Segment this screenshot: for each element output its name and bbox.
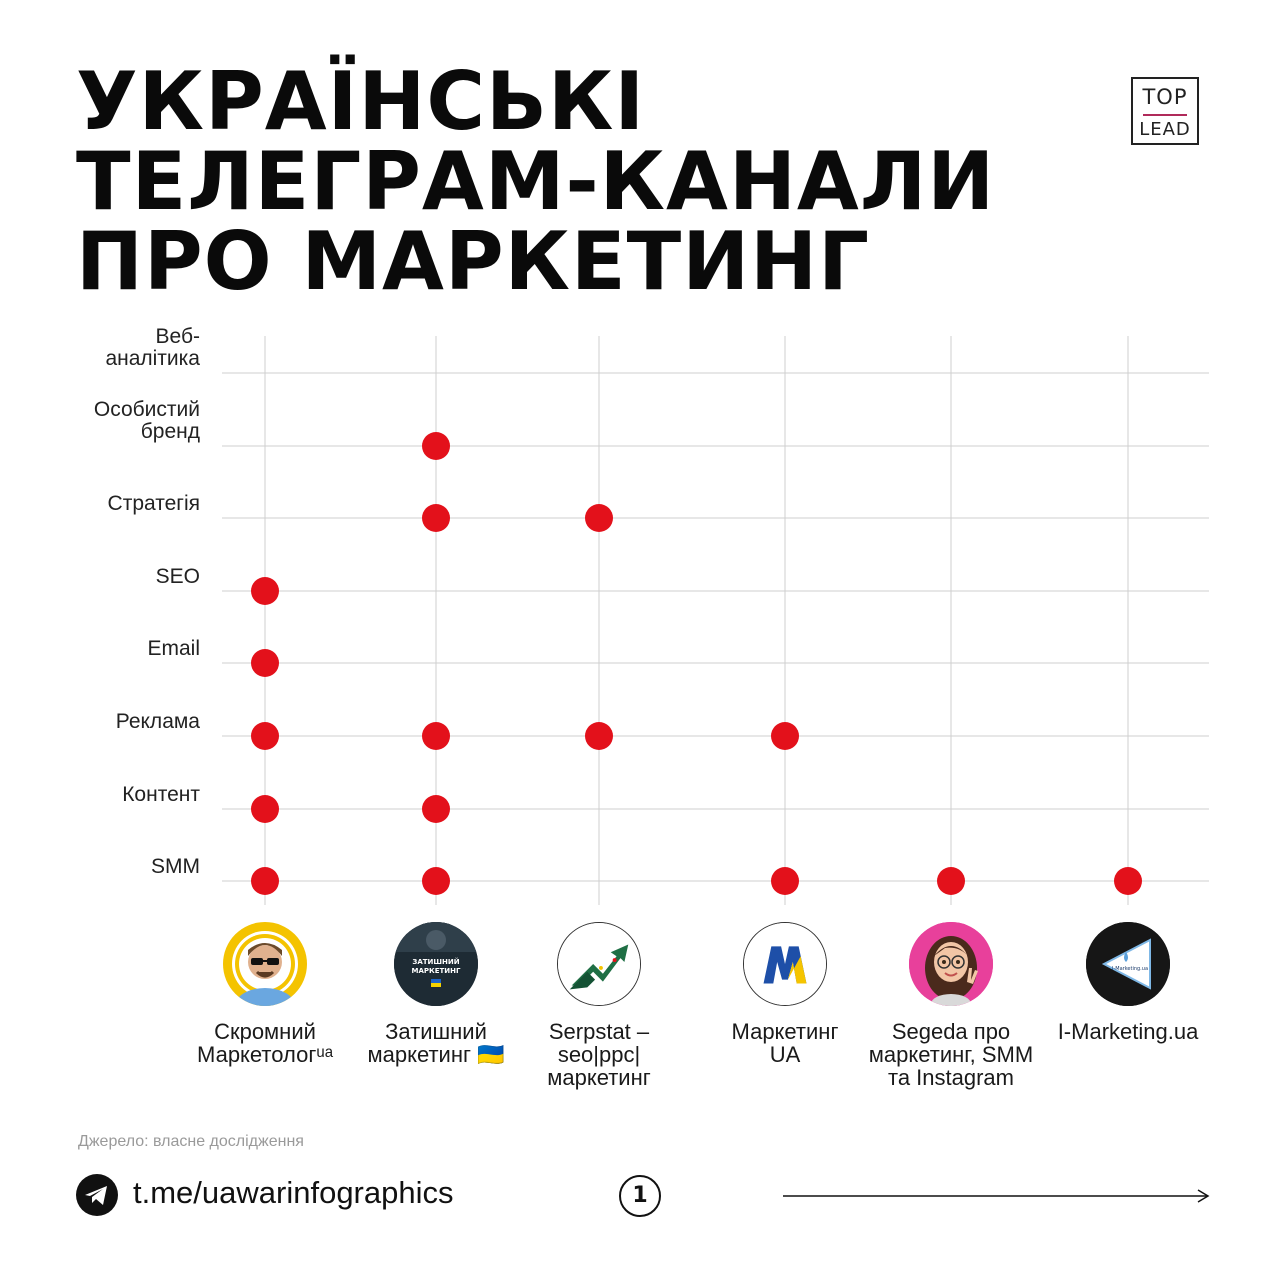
next-arrow-icon[interactable] [783, 1187, 1213, 1205]
category-label-5: Email [147, 637, 200, 660]
logo-top-text: TOP [1142, 85, 1188, 109]
channel-name-1: Скромний Маркетологᵘᵃ [197, 1019, 333, 1067]
avatar-serpstat[interactable] [557, 922, 641, 1006]
page-number: 1 [619, 1175, 661, 1217]
dot-8-6 [1114, 867, 1142, 895]
channel-name-3: Serpstat – seo|ppc| маркетинг [547, 1019, 651, 1090]
svg-text:ЗАТИШНИЙ: ЗАТИШНИЙ [412, 957, 459, 966]
channel-column-6: I-Marketing.ua I-Marketing.ua [1038, 922, 1218, 1043]
category-label-2: Особистий бренд [94, 398, 200, 443]
channel-topic-matrix-chart: Веб-аналітика Особистий бренд Стратегія SEO E… [94, 325, 1209, 905]
dot-3-2 [422, 504, 450, 532]
logo-bottom-text: LEAD [1139, 119, 1191, 140]
triangle-play-logo: I-Marketing.ua [1086, 922, 1170, 1006]
category-label-7: Контент [122, 783, 200, 806]
channel-name-6: I-Marketing.ua [1057, 1019, 1199, 1044]
dot-8-4 [771, 867, 799, 895]
channel-column-1: Скромний Маркетологᵘᵃ [175, 922, 355, 1066]
title-line-1: УКРАЇНСЬКІ [76, 55, 646, 148]
avatar-zatyshnyi-marketing[interactable]: ЗАТИШНИЙ МАРКЕТИНГ [394, 922, 478, 1006]
channel-name-4: Маркетинг UA [731, 1019, 839, 1067]
title-line-3: ПРО МАРКЕТИНГ [76, 215, 871, 308]
dot-3-3 [585, 504, 613, 532]
m-letter-logo [744, 923, 826, 1005]
telegram-icon[interactable] [76, 1174, 118, 1216]
avatar-i-marketing[interactable]: I-Marketing.ua [1086, 922, 1170, 1006]
channel-column-3: Serpstat – seo|ppc| маркетинг [509, 922, 689, 1089]
channel-name-2: Затишний маркетинг 🇺🇦 [367, 1019, 505, 1067]
source-note: Джерело: власне дослідження [78, 1133, 304, 1150]
channel-column-2: ЗАТИШНИЙ МАРКЕТИНГ Затишний маркетинг 🇺🇦 [346, 922, 526, 1066]
category-label-8: SMM [151, 855, 200, 878]
dot-8-2 [422, 867, 450, 895]
category-label-1: Веб-аналітика [105, 325, 200, 370]
category-label-3: Стратегія [108, 492, 200, 515]
telegram-channel-link[interactable]: t.me/uawarinfographics [133, 1175, 454, 1210]
top-lead-logo: TOP LEAD [1131, 77, 1199, 145]
dot-6-2 [422, 722, 450, 750]
avatar-marketing-ua[interactable] [743, 922, 827, 1006]
avatar-skromnyi-marketolog[interactable] [223, 922, 307, 1006]
page-title: УКРАЇНСЬКІ ТЕЛЕГРАМ-КАНАЛИ ПРО МАРКЕТИНГ [76, 62, 995, 302]
category-label-6: Реклама [116, 710, 201, 733]
dot-6-4 [771, 722, 799, 750]
svg-text:МАРКЕТИНГ: МАРКЕТИНГ [412, 967, 462, 975]
dot-6-3 [585, 722, 613, 750]
dot-2-2 [422, 432, 450, 460]
man-with-sunglasses-icon [223, 922, 307, 1006]
memoji-girl-icon [909, 922, 993, 1006]
dot-8-1 [251, 867, 279, 895]
title-line-2: ТЕЛЕГРАМ-КАНАЛИ [76, 135, 996, 228]
serpstat-arrow-logo [558, 923, 640, 1005]
dot-8-5 [937, 867, 965, 895]
dot-7-2 [422, 795, 450, 823]
zatyshnyi-marketing-logo: ЗАТИШНИЙ МАРКЕТИНГ [394, 922, 478, 1006]
channel-name-5: Segeda про маркетинг, SMM та Instagram [868, 1019, 1034, 1090]
logo-divider [1143, 114, 1187, 116]
avatar-segeda[interactable] [909, 922, 993, 1006]
dot-4-1 [251, 577, 279, 605]
channel-column-5: Segeda про маркетинг, SMM та Instagram [861, 922, 1041, 1089]
channel-column-4: Маркетинг UA [695, 922, 875, 1066]
dot-7-1 [251, 795, 279, 823]
i-marketing-logo-text: I-Marketing.ua [1112, 966, 1148, 972]
dot-6-1 [251, 722, 279, 750]
category-label-4: SEO [156, 565, 200, 588]
dot-5-1 [251, 649, 279, 677]
